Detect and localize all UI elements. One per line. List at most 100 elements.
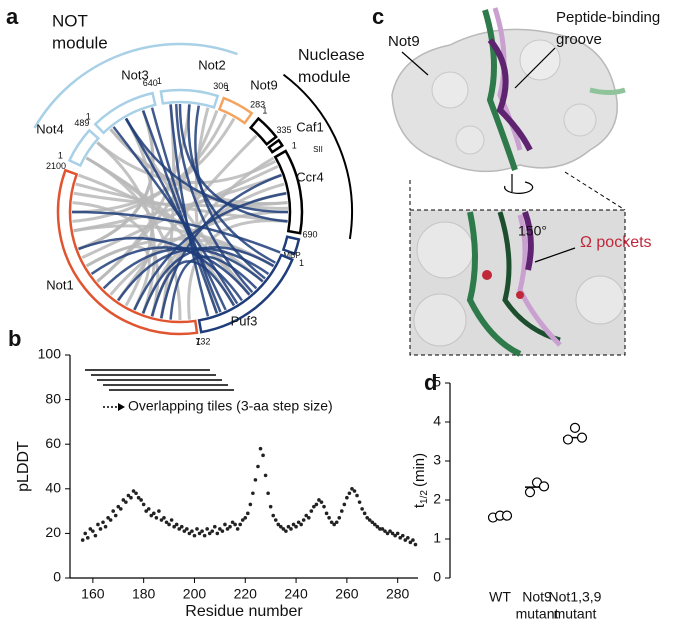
- point: [185, 527, 189, 531]
- point: [383, 529, 387, 533]
- point: [157, 509, 161, 513]
- point: [339, 509, 344, 513]
- point: [501, 510, 513, 521]
- structure-top: [391, 7, 626, 211]
- y-axis-label-part: t: [411, 503, 428, 508]
- structure-label: Peptide-binding: [556, 9, 660, 26]
- point: [360, 507, 364, 511]
- point: [238, 522, 242, 527]
- link: [174, 104, 254, 294]
- point: [411, 538, 415, 542]
- segment-end-label: 1: [58, 151, 63, 161]
- point: [562, 434, 574, 445]
- point: [228, 524, 232, 529]
- annotation: Overlapping tiles (3-aa step size): [128, 398, 333, 414]
- y-tick-label: 4: [433, 413, 441, 429]
- point: [167, 522, 171, 527]
- y-tick-label: 40: [45, 480, 61, 496]
- link: [96, 104, 191, 283]
- point: [192, 533, 197, 538]
- x-tick-label: 240: [284, 586, 308, 602]
- point: [182, 529, 187, 533]
- point: [111, 509, 115, 513]
- link: [141, 110, 219, 314]
- point: [119, 507, 123, 511]
- segment-label: Not9: [250, 77, 277, 92]
- link: [133, 192, 287, 311]
- point: [347, 491, 352, 496]
- link: [160, 173, 282, 319]
- link: [187, 104, 276, 264]
- segment-end-label: 335: [277, 125, 292, 135]
- point: [538, 481, 550, 492]
- segment: [273, 149, 304, 235]
- point: [164, 520, 169, 525]
- point: [365, 515, 369, 520]
- point: [256, 464, 260, 469]
- segment: [217, 96, 254, 125]
- panel-label: d: [424, 370, 437, 395]
- point: [172, 524, 176, 529]
- point: [398, 536, 403, 540]
- point: [136, 495, 141, 500]
- point: [258, 446, 263, 451]
- segment-label: Ccr4: [296, 169, 323, 184]
- point: [314, 502, 319, 507]
- segment-label: Not3: [121, 67, 148, 82]
- point: [367, 518, 372, 522]
- point: [322, 504, 326, 509]
- module-label: Nuclease: [298, 47, 365, 64]
- point: [385, 531, 390, 536]
- point: [312, 504, 316, 509]
- point: [162, 515, 166, 520]
- structure-label: groove: [556, 31, 602, 48]
- segment: [248, 116, 278, 147]
- point: [327, 515, 331, 520]
- segment-end-label: 306: [213, 81, 228, 91]
- y-tick-label: 60: [45, 435, 61, 451]
- point: [187, 531, 192, 536]
- point: [388, 529, 392, 533]
- point: [240, 518, 245, 522]
- point: [281, 527, 286, 531]
- point: [291, 522, 296, 527]
- point: [342, 502, 347, 507]
- segment: [67, 128, 101, 168]
- x-axis-label: Residue number: [185, 603, 303, 620]
- point: [146, 507, 151, 511]
- segment: [93, 91, 157, 135]
- link: [150, 260, 236, 317]
- point: [205, 527, 209, 531]
- point: [334, 520, 339, 525]
- point: [134, 491, 138, 496]
- point: [152, 511, 156, 516]
- segment-end-label: 1: [86, 111, 91, 121]
- segment-end-label: 1: [157, 76, 162, 86]
- point: [286, 524, 291, 529]
- y-tick-label: 0: [433, 569, 441, 585]
- point: [271, 513, 276, 518]
- y-tick-label: 20: [45, 524, 61, 540]
- point: [159, 518, 164, 522]
- point: [319, 500, 324, 504]
- point: [124, 500, 128, 504]
- point: [154, 515, 159, 520]
- point: [357, 500, 362, 504]
- point: [197, 531, 202, 536]
- segment-end-label: 640: [143, 78, 158, 88]
- point: [332, 522, 336, 527]
- link: [194, 105, 266, 280]
- module-arc: [282, 73, 353, 240]
- point: [362, 511, 367, 516]
- point: [116, 504, 121, 509]
- y-axis-label: t1/2 (min): [411, 453, 430, 508]
- point: [569, 422, 581, 433]
- segment-label: Not4: [36, 121, 63, 136]
- segment: [159, 88, 220, 109]
- module-label: module: [298, 69, 351, 86]
- point: [261, 453, 265, 458]
- segment-end-label: 1: [292, 140, 297, 150]
- point: [88, 527, 93, 531]
- segment-label: Caf1: [296, 119, 323, 134]
- link: [169, 104, 210, 317]
